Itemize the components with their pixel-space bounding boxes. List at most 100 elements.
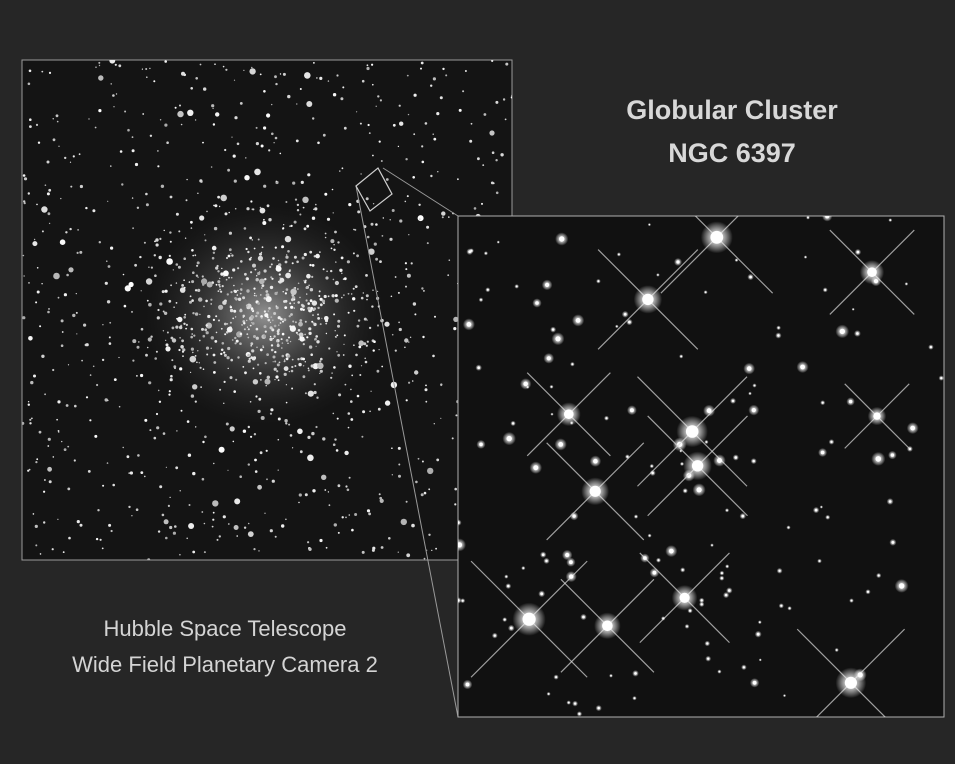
star [347, 489, 350, 492]
star [258, 256, 263, 261]
star [328, 80, 329, 81]
star [123, 447, 124, 448]
star [304, 281, 306, 283]
star [202, 441, 204, 443]
star [52, 548, 54, 550]
star [156, 426, 159, 429]
star [224, 381, 226, 383]
star [312, 117, 314, 119]
star-core [628, 321, 631, 324]
star [128, 506, 130, 508]
star [47, 192, 50, 195]
star [156, 413, 158, 415]
star [420, 68, 422, 70]
star [294, 221, 297, 224]
star [28, 404, 30, 406]
star [61, 344, 64, 347]
star [414, 94, 417, 97]
star [303, 365, 304, 366]
star [226, 279, 228, 281]
star [294, 365, 296, 367]
star [70, 186, 72, 188]
star [297, 209, 299, 211]
star [251, 67, 253, 69]
star [220, 291, 222, 293]
star [359, 374, 361, 376]
star [276, 181, 277, 182]
star [28, 336, 33, 341]
star [299, 297, 300, 298]
star [136, 508, 139, 511]
star [254, 433, 256, 435]
star [234, 116, 237, 119]
star [320, 358, 323, 361]
star-core [527, 386, 528, 387]
star [145, 68, 147, 70]
star [68, 267, 73, 272]
star [150, 336, 152, 338]
star [272, 319, 274, 321]
star [412, 380, 414, 382]
star [177, 111, 183, 117]
star [302, 197, 308, 203]
star [378, 408, 381, 411]
star [338, 532, 340, 534]
star [131, 311, 133, 313]
star [190, 295, 192, 297]
star [190, 372, 191, 373]
star [203, 306, 205, 308]
star [326, 547, 328, 549]
star [256, 275, 257, 276]
star [202, 284, 204, 286]
star [287, 343, 288, 344]
star [436, 112, 439, 115]
star [243, 430, 246, 433]
star [118, 64, 121, 67]
star [335, 261, 337, 263]
star [179, 367, 182, 370]
star [187, 420, 190, 423]
star [325, 323, 327, 325]
star [268, 319, 271, 322]
star [47, 311, 50, 314]
star [411, 524, 415, 528]
star-core [662, 618, 664, 620]
star [148, 337, 152, 341]
star [289, 302, 291, 304]
star [213, 252, 215, 254]
star [305, 392, 307, 394]
star [260, 208, 266, 214]
star [149, 68, 150, 69]
star-core [635, 516, 637, 518]
star [167, 332, 169, 334]
star [166, 343, 169, 346]
star-core [523, 613, 536, 626]
star [272, 480, 275, 483]
star [395, 350, 397, 352]
star [425, 385, 427, 387]
star [269, 338, 272, 341]
star [307, 302, 310, 305]
star [291, 388, 293, 390]
star-core [649, 224, 650, 225]
star [369, 327, 371, 329]
star [221, 328, 223, 330]
star-core [735, 456, 738, 459]
star [154, 254, 156, 256]
star [244, 227, 247, 230]
star-core [707, 658, 709, 660]
star [266, 450, 268, 452]
star [307, 173, 310, 176]
star [275, 83, 277, 85]
star [286, 402, 288, 404]
star [219, 286, 221, 288]
star [180, 345, 184, 349]
star [119, 406, 121, 408]
star [169, 526, 172, 529]
star [325, 237, 327, 239]
star [413, 302, 416, 305]
star [175, 466, 178, 469]
star [32, 241, 37, 246]
star-core [726, 510, 728, 512]
star [256, 142, 259, 145]
